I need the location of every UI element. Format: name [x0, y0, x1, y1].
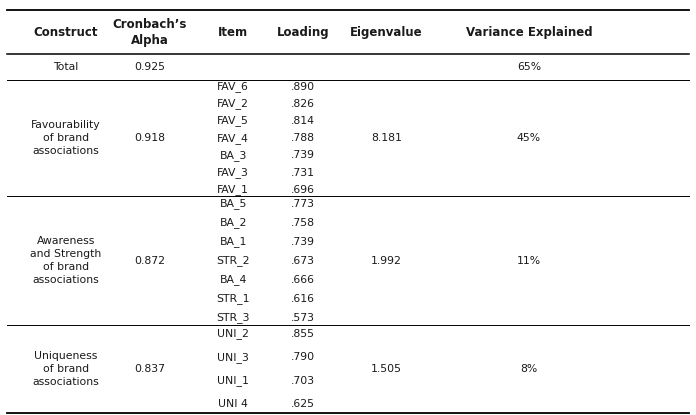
Text: Loading: Loading — [276, 26, 329, 39]
Text: UNI_1: UNI_1 — [217, 375, 249, 386]
Text: Total: Total — [54, 62, 79, 72]
Text: 0.872: 0.872 — [134, 256, 165, 266]
Text: Construct: Construct — [34, 26, 98, 39]
Text: .788: .788 — [291, 133, 315, 143]
Text: .826: .826 — [291, 99, 315, 109]
Text: .790: .790 — [291, 352, 315, 362]
Text: .666: .666 — [291, 275, 315, 285]
Text: .703: .703 — [291, 376, 315, 386]
Text: FAV_6: FAV_6 — [217, 81, 249, 92]
Text: .731: .731 — [291, 168, 315, 178]
Text: .758: .758 — [291, 217, 315, 228]
Text: Item: Item — [218, 26, 248, 39]
Text: UNI_2: UNI_2 — [217, 328, 249, 339]
Text: UNI 4: UNI 4 — [219, 399, 248, 409]
Text: .573: .573 — [291, 312, 315, 322]
Text: 0.837: 0.837 — [134, 364, 165, 374]
Text: BA_2: BA_2 — [219, 217, 247, 228]
Text: .739: .739 — [291, 237, 315, 247]
Text: FAV_2: FAV_2 — [217, 98, 249, 109]
Text: 11%: 11% — [517, 256, 541, 266]
Text: FAV_4: FAV_4 — [217, 133, 249, 144]
Text: Favourability
of brand
associations: Favourability of brand associations — [31, 120, 101, 156]
Text: Eigenvalue: Eigenvalue — [350, 26, 422, 39]
Text: .855: .855 — [291, 329, 315, 339]
Text: UNI_3: UNI_3 — [217, 352, 249, 363]
Text: STR_1: STR_1 — [216, 293, 250, 304]
Text: BA_3: BA_3 — [219, 150, 247, 161]
Text: BA_1: BA_1 — [219, 236, 247, 247]
Text: 1.505: 1.505 — [371, 364, 402, 374]
Text: FAV_5: FAV_5 — [217, 116, 249, 127]
Text: 65%: 65% — [517, 62, 541, 72]
Text: 0.918: 0.918 — [134, 133, 165, 143]
Text: 1.992: 1.992 — [371, 256, 402, 266]
Text: BA_4: BA_4 — [219, 274, 247, 285]
Text: 45%: 45% — [517, 133, 541, 143]
Text: FAV_1: FAV_1 — [217, 184, 249, 195]
Text: .616: .616 — [291, 293, 315, 304]
Text: 8%: 8% — [521, 364, 537, 374]
Text: .890: .890 — [291, 82, 315, 92]
Text: Variance Explained: Variance Explained — [466, 26, 592, 39]
Text: .625: .625 — [291, 399, 315, 409]
Text: .773: .773 — [291, 199, 315, 209]
Text: BA_5: BA_5 — [219, 198, 247, 209]
Text: Uniqueness
of brand
associations: Uniqueness of brand associations — [33, 351, 100, 387]
Text: .739: .739 — [291, 150, 315, 160]
Text: .696: .696 — [291, 185, 315, 195]
Text: FAV_3: FAV_3 — [217, 167, 249, 178]
Text: STR_3: STR_3 — [216, 312, 250, 323]
Text: .673: .673 — [291, 256, 315, 266]
Text: Awareness
and Strength
of brand
associations: Awareness and Strength of brand associat… — [31, 236, 102, 286]
Text: Cronbach’s
Alpha: Cronbach’s Alpha — [113, 18, 187, 46]
Text: STR_2: STR_2 — [216, 255, 250, 266]
Text: 8.181: 8.181 — [371, 133, 402, 143]
Text: 0.925: 0.925 — [134, 62, 165, 72]
Text: .814: .814 — [291, 116, 315, 126]
